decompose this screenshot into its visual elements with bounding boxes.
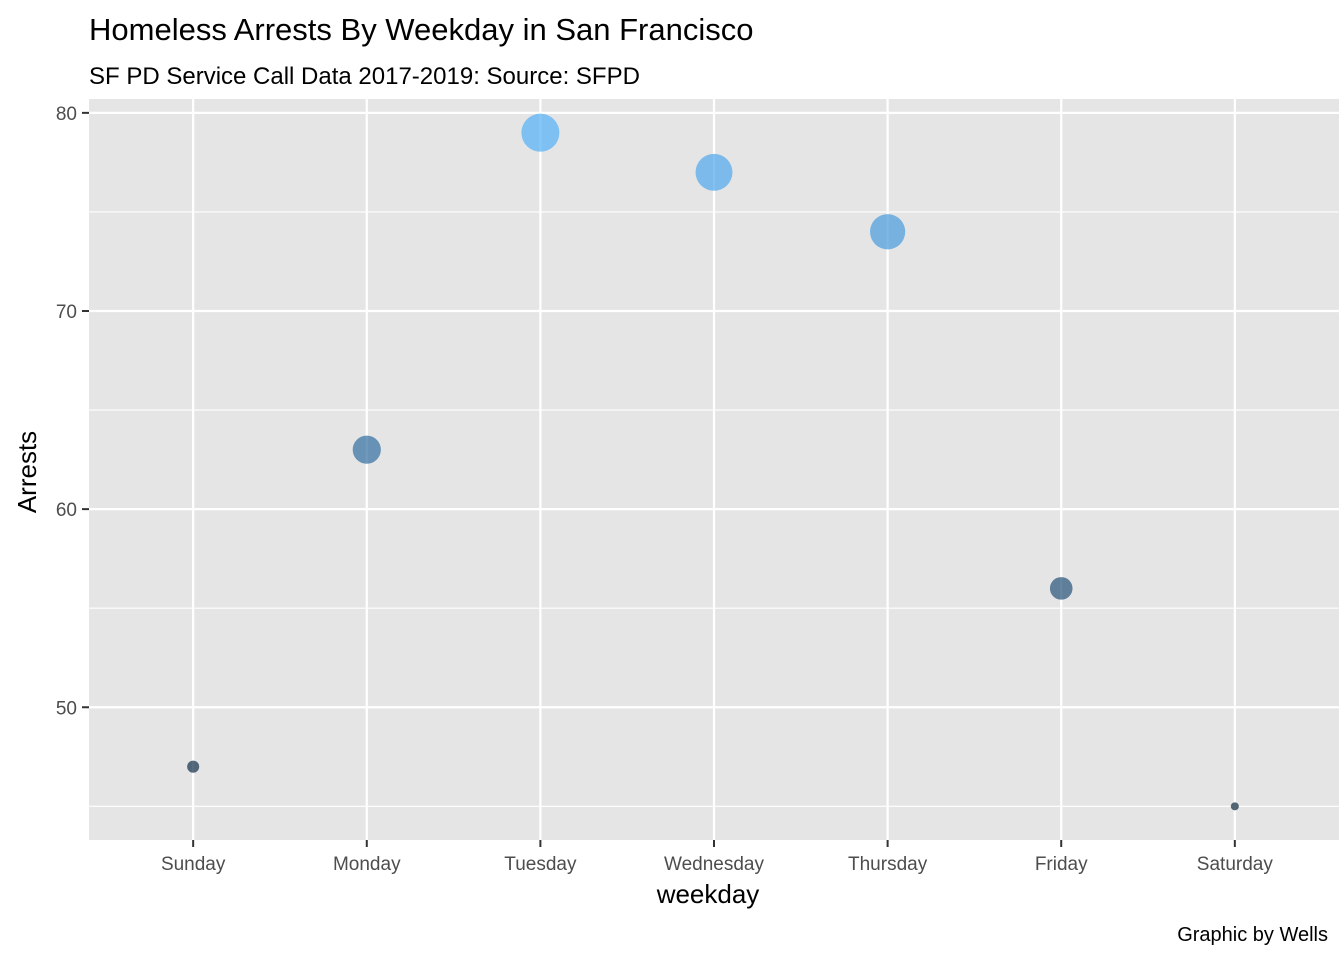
data-point-monday — [352, 435, 381, 464]
data-point-wednesday — [695, 153, 733, 191]
x-tick-label: Saturday — [1197, 854, 1274, 875]
data-points — [187, 113, 1239, 811]
chart-title: Homeless Arrests By Weekday in San Franc… — [89, 12, 753, 47]
x-axis-title: weekday — [656, 879, 760, 909]
chart-caption: Graphic by Wells — [1177, 924, 1328, 946]
major-gridlines — [89, 99, 1339, 840]
data-point-saturday — [1230, 802, 1239, 811]
y-tick-label: 70 — [56, 302, 77, 323]
x-tick-label: Friday — [1035, 854, 1088, 875]
y-axis: 50 60 70 80 — [56, 104, 89, 719]
data-point-thursday — [870, 214, 906, 250]
y-axis-title: Arrests — [12, 431, 42, 513]
data-point-friday — [1049, 577, 1073, 600]
y-tick-label: 80 — [56, 104, 77, 125]
x-tick-label: Thursday — [848, 854, 928, 875]
y-tick-label: 60 — [56, 500, 77, 521]
x-tick-label: Monday — [333, 854, 401, 875]
data-point-sunday — [187, 760, 200, 773]
chart-subtitle: SF PD Service Call Data 2017-2019: Sourc… — [89, 63, 640, 90]
x-tick-label: Sunday — [161, 854, 226, 875]
y-tick-label: 50 — [56, 698, 77, 719]
x-axis: Sunday Monday Tuesday Wednesday Thursday Frid… — [161, 840, 1273, 875]
x-tick-label: Wednesday — [664, 854, 764, 875]
data-point-tuesday — [521, 113, 560, 152]
x-tick-label: Tuesday — [504, 854, 577, 875]
